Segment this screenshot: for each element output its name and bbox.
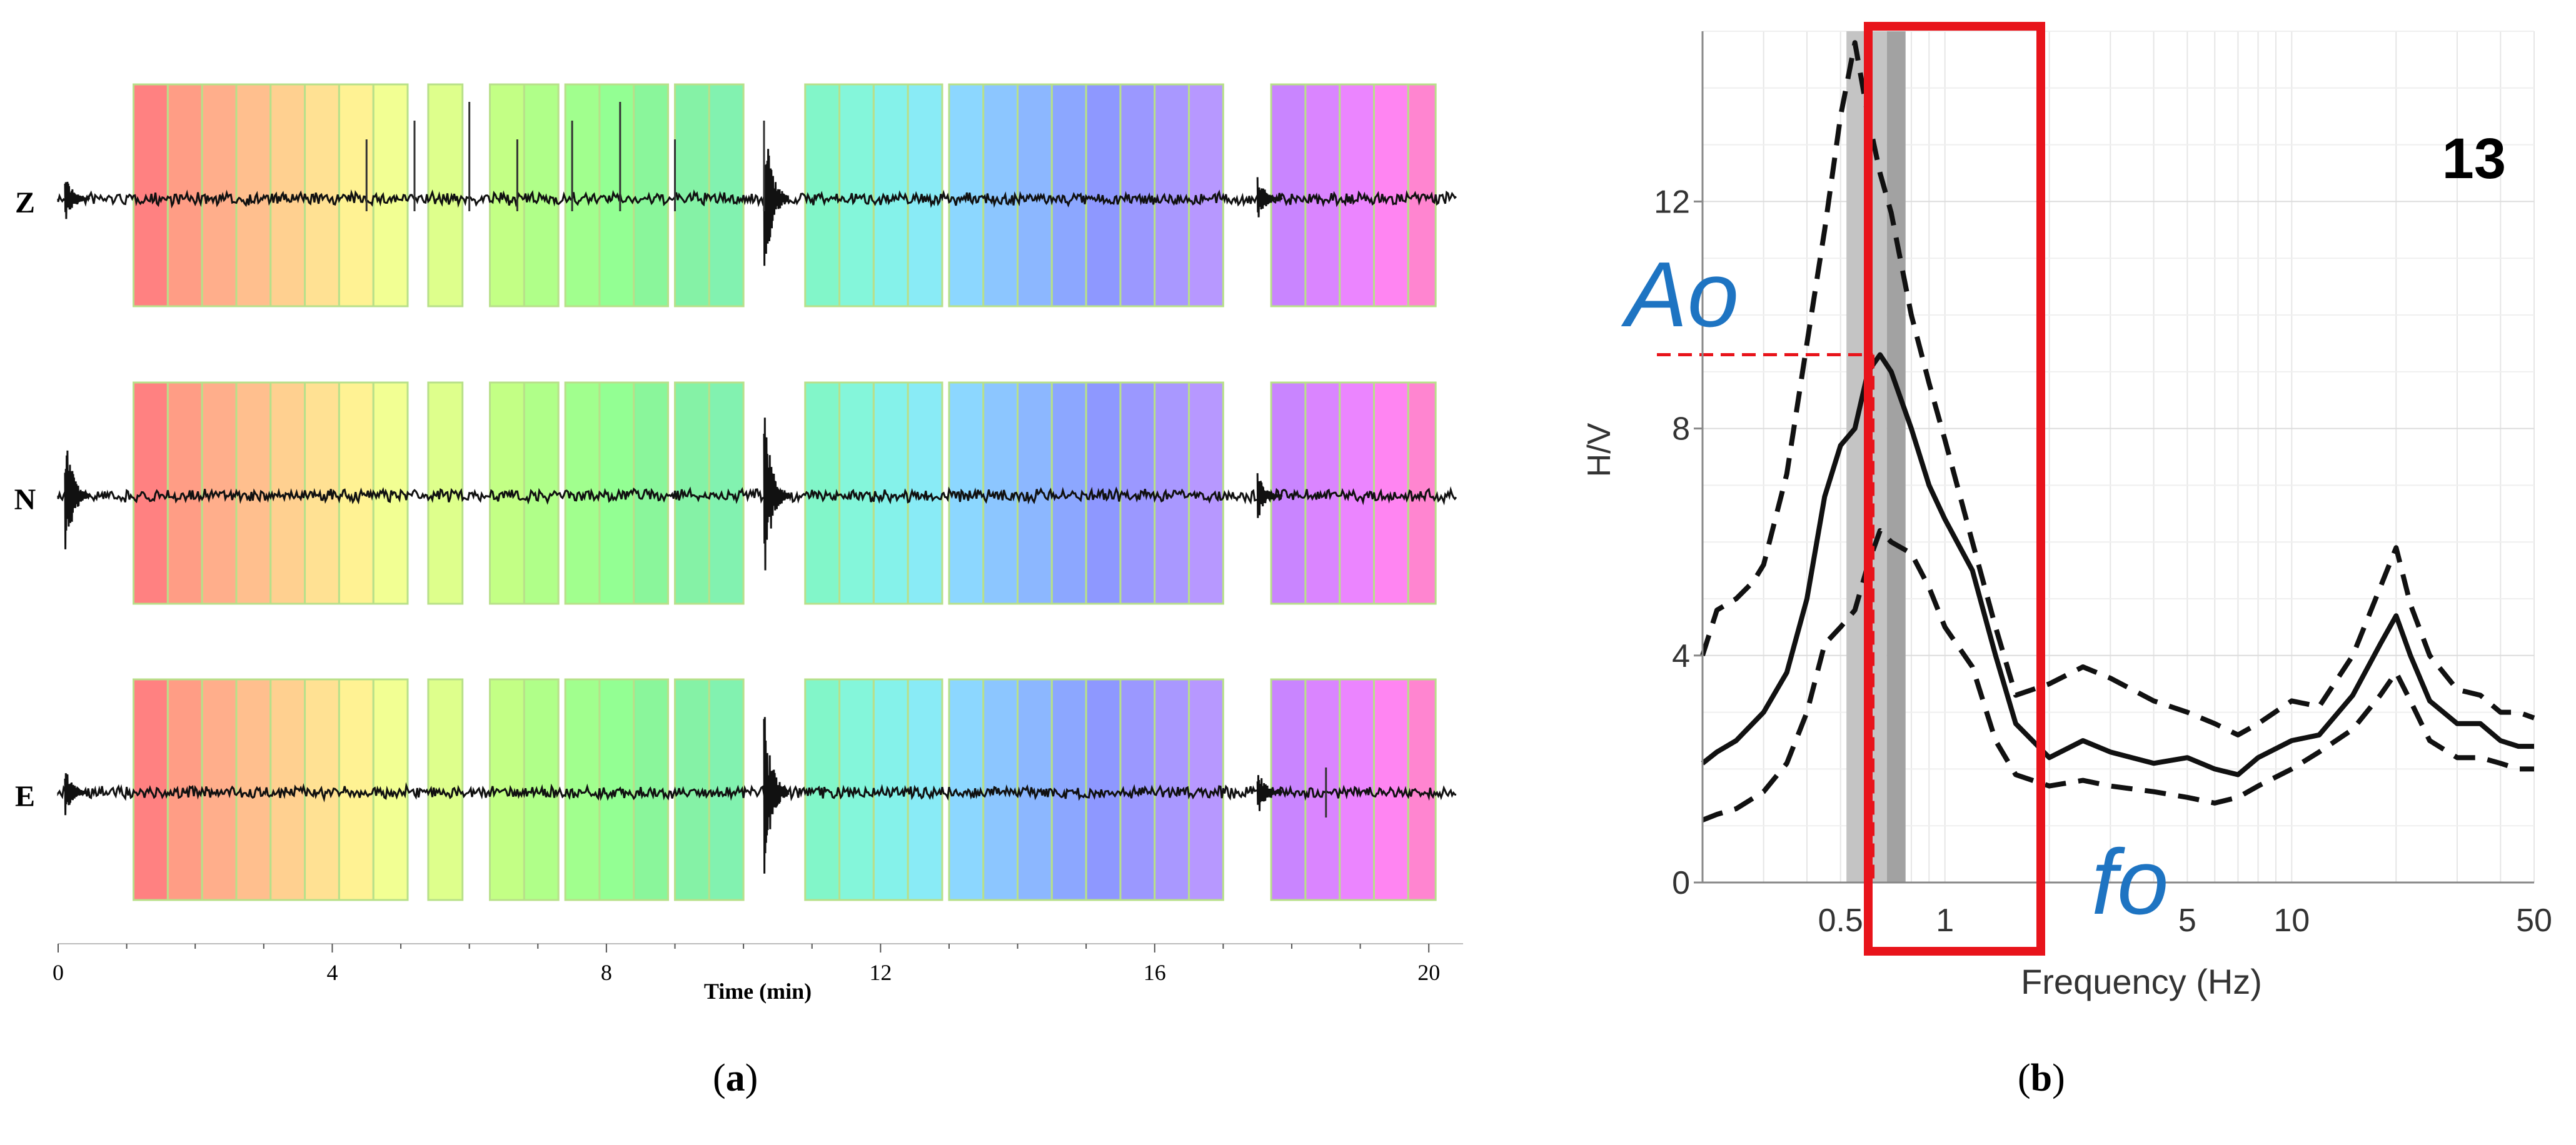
x-tick-label-a-5: 20 [1417, 960, 1440, 985]
hv-spectral-ratio-chart: 0 4 8 12 0.5 1 5 10 50 H/V Frequency (Hz) 13 Ao fo [1581, 22, 2552, 1001]
event-n-0 [64, 450, 91, 549]
event-n-2 [1256, 473, 1283, 518]
panel-b: 0 4 8 12 0.5 1 5 10 50 H/V Frequency (Hz) 13 Ao fo (b… [1501, 0, 2576, 1145]
x-tick-label-a-2: 8 [601, 960, 612, 985]
window-e-24 [1085, 678, 1122, 901]
x-tick-label-b-3: 10 [2273, 902, 2310, 939]
fo-band-dark [1886, 31, 1906, 882]
window-e-3 [235, 678, 272, 901]
y-axis-title-b: H/V [1581, 422, 1618, 477]
x-axis-title-b: Frequency (Hz) [2021, 962, 2262, 1001]
trace-e [57, 782, 1457, 802]
event-n-1 [763, 418, 790, 571]
event-z-2 [1256, 177, 1283, 218]
window-z-18 [872, 83, 909, 308]
event-z-0 [64, 181, 91, 219]
x-tick-label-a-1: 4 [326, 960, 338, 985]
window-n-13 [633, 381, 670, 605]
window-e-17 [838, 678, 875, 901]
x-tick-label-b-2: 5 [2178, 902, 2196, 939]
x-tick-label-b-0: 0.5 [1818, 902, 1863, 939]
x-axis-title-a: Time (min) [704, 979, 812, 1004]
window-z-1 [166, 83, 203, 308]
window-n-1 [166, 381, 203, 605]
window-z-26 [1154, 83, 1190, 308]
window-n-0 [133, 381, 169, 605]
x-tick-label-a-3: 12 [869, 960, 892, 985]
fo-label: fo [2091, 831, 2168, 934]
x-tick-label-b-1: 1 [1936, 902, 1954, 939]
site-number: 13 [2442, 127, 2506, 191]
window-n-30 [1339, 381, 1376, 605]
hv-curve-0 [1701, 352, 2534, 778]
trace-z [57, 189, 1457, 209]
event-e-1 [763, 717, 790, 874]
y-tick-label-b-3: 12 [1654, 184, 1690, 220]
window-e-23 [1050, 678, 1087, 901]
trace-n [57, 486, 1457, 506]
window-n-16 [804, 381, 841, 605]
channel-label-n: N [14, 483, 36, 516]
window-z-7 [372, 83, 409, 308]
window-e-28 [1270, 678, 1307, 901]
event-e-0 [64, 773, 91, 816]
channel-label-z: Z [15, 186, 35, 219]
hv-curve-1 [1700, 40, 2535, 738]
ao-label: Ao [1621, 243, 1739, 346]
window-z-30 [1339, 83, 1376, 308]
x-tick-label-a-0: 0 [53, 960, 64, 985]
window-z-22 [1017, 83, 1053, 308]
y-tick-label-b-1: 4 [1672, 638, 1690, 674]
fo-highlight-box [1864, 22, 2045, 956]
hv-curve-2 [1701, 528, 2534, 822]
window-e-9 [489, 678, 525, 901]
event-z-1 [763, 149, 790, 266]
seismogram-chart: Z N E 0 4 8 12 16 20 Time (min) [14, 83, 1463, 1004]
window-e-25 [1119, 678, 1156, 901]
window-n-23 [1050, 381, 1087, 605]
y-tick-label-b-2: 8 [1672, 411, 1690, 448]
channel-label-e: E [15, 780, 35, 813]
window-n-22 [1017, 381, 1053, 605]
y-tick-label-b-0: 0 [1672, 865, 1690, 901]
caption-a: (a) [713, 1057, 758, 1099]
panel-a: Z N E 0 4 8 12 16 20 Time (min) (a) [14, 83, 1463, 1099]
x-tick-label-a-4: 16 [1144, 960, 1166, 985]
caption-b: (b) [2018, 1057, 2065, 1099]
event-e-2 [1256, 775, 1283, 811]
window-z-3 [235, 83, 272, 308]
window-n-18 [872, 381, 909, 605]
x-tick-label-b-4: 50 [2516, 902, 2552, 939]
